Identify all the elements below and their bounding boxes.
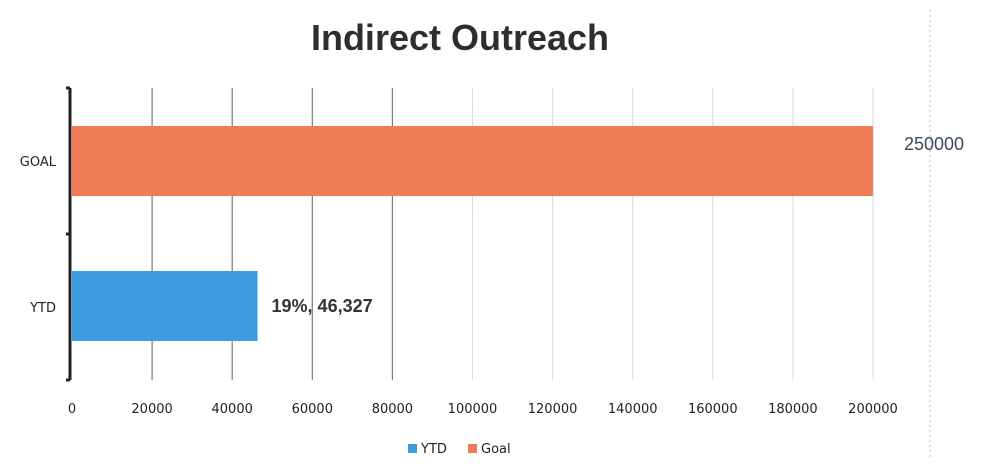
x-tick-label-180000: 180000 bbox=[768, 402, 818, 417]
data-label-ytd: 19%, 46,327 bbox=[272, 296, 373, 316]
legend-label-goal: Goal bbox=[481, 442, 511, 457]
legend: YTD Goal bbox=[408, 442, 511, 457]
bar-ytd bbox=[72, 271, 258, 341]
x-tick-label-0: 0 bbox=[68, 402, 76, 417]
legend-swatch-ytd bbox=[408, 444, 417, 453]
x-tick-label-60000: 60000 bbox=[292, 402, 333, 417]
x-tick-label-20000: 20000 bbox=[131, 402, 172, 417]
legend-swatch-goal bbox=[468, 444, 477, 453]
category-label-ytd: YTD bbox=[29, 301, 56, 316]
category-label-goal: GOAL bbox=[20, 155, 57, 170]
x-tick-label-140000: 140000 bbox=[608, 402, 658, 417]
chart-title: Indirect Outreach bbox=[311, 17, 609, 58]
x-tick-label-120000: 120000 bbox=[528, 402, 578, 417]
x-axis-ticks: 0 20000 40000 60000 80000 100000 120000 140000 1… bbox=[68, 402, 898, 417]
bar-goal bbox=[72, 126, 873, 196]
x-tick-label-160000: 160000 bbox=[688, 402, 738, 417]
x-tick-label-80000: 80000 bbox=[372, 402, 413, 417]
x-tick-label-200000: 200000 bbox=[848, 402, 898, 417]
x-tick-label-100000: 100000 bbox=[448, 402, 498, 417]
outside-value-label: 250000 bbox=[904, 134, 964, 154]
legend-label-ytd: YTD bbox=[420, 442, 447, 457]
x-tick-label-40000: 40000 bbox=[212, 402, 253, 417]
